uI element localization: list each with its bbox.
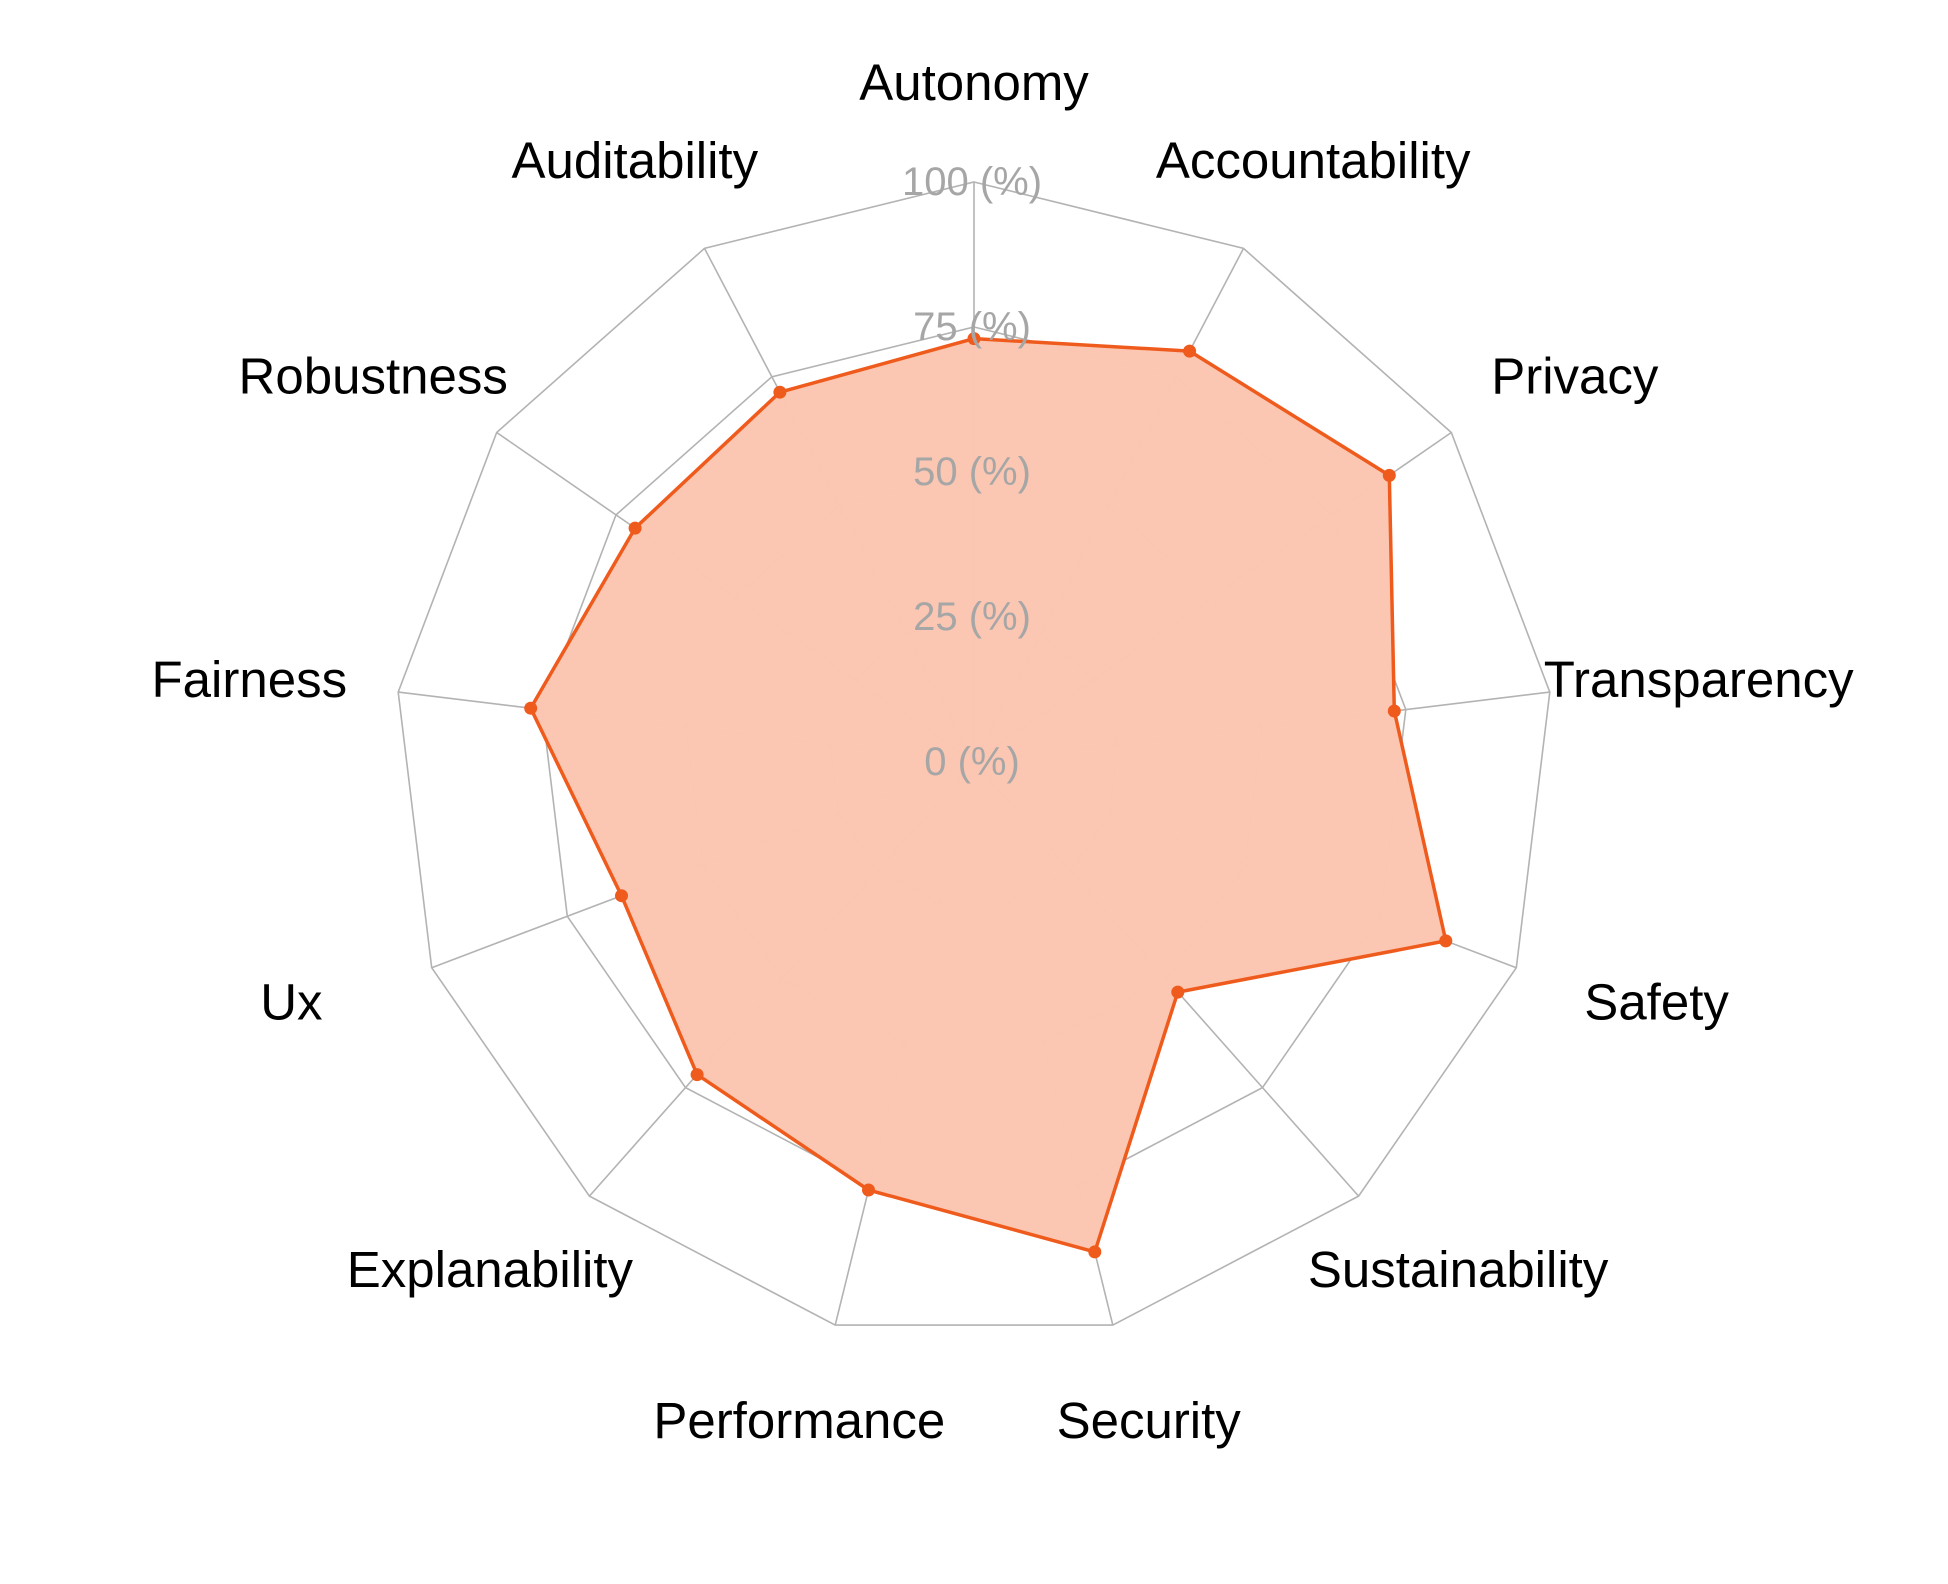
axis-label-fairness: Fairness bbox=[152, 651, 348, 708]
data-point-performance bbox=[862, 1183, 875, 1197]
axis-label-ux: Ux bbox=[260, 974, 322, 1031]
data-point-security bbox=[1088, 1245, 1102, 1259]
axis-label-security: Security bbox=[1057, 1392, 1242, 1449]
data-point-autonomy bbox=[967, 332, 981, 346]
radial-tick-label: 75 (%) bbox=[913, 305, 1031, 349]
axis-label-robustness: Robustness bbox=[239, 347, 508, 404]
axis-label-performance: Performance bbox=[653, 1392, 945, 1449]
axis-label-auditability: Auditability bbox=[511, 132, 758, 189]
tick-layer: 0 (%) 25 (%) 50 (%) 75 (%) 100 (%) bbox=[902, 160, 1042, 784]
radial-tick-label: 50 (%) bbox=[913, 450, 1031, 494]
data-point-explanability bbox=[690, 1068, 704, 1082]
axis-label-autonomy: Autonomy bbox=[859, 54, 1089, 111]
axis-label-privacy: Privacy bbox=[1491, 347, 1659, 404]
grid-ring-100 bbox=[397, 181, 1551, 1326]
data-layer bbox=[524, 332, 1453, 1259]
data-point-robustness bbox=[628, 521, 642, 535]
axis-label-explanability: Explanability bbox=[347, 1241, 634, 1298]
data-point-fairness bbox=[524, 701, 538, 715]
data-point-auditability bbox=[773, 385, 787, 399]
series-area bbox=[528, 336, 1448, 1254]
label-layer: Autonomy Accountability Privacy Transparenc… bbox=[152, 54, 1855, 1449]
data-point-safety bbox=[1439, 934, 1453, 948]
data-point-accountability bbox=[1183, 344, 1197, 358]
radial-tick-label: 0 (%) bbox=[924, 740, 1020, 784]
data-point-transparency bbox=[1387, 704, 1401, 718]
data-point-privacy bbox=[1382, 468, 1396, 482]
axis-label-safety: Safety bbox=[1584, 974, 1729, 1031]
data-point-sustainability bbox=[1171, 985, 1185, 999]
axis-label-transparency: Transparency bbox=[1544, 651, 1854, 708]
radial-tick-label: 25 (%) bbox=[913, 595, 1031, 639]
radial-tick-label: 100 (%) bbox=[902, 160, 1042, 204]
axis-label-sustainability: Sustainability bbox=[1308, 1241, 1609, 1298]
axis-label-accountability: Accountability bbox=[1156, 132, 1471, 189]
data-point-ux bbox=[615, 889, 628, 903]
